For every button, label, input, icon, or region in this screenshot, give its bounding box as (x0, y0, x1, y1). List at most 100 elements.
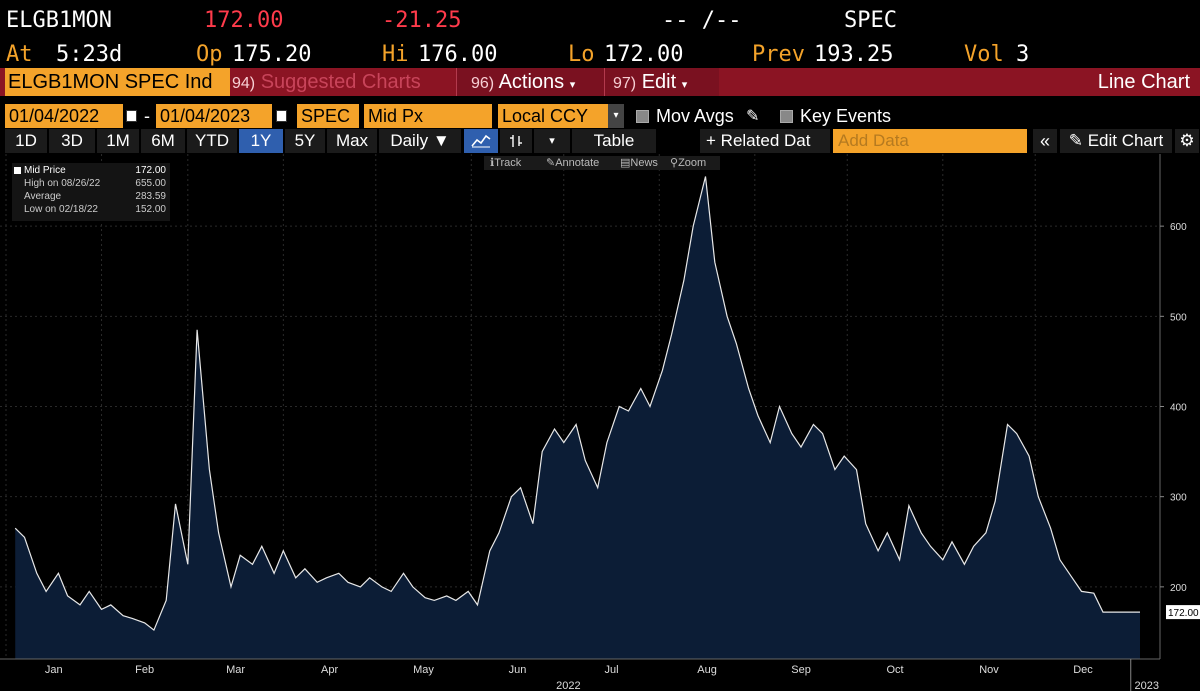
start-date-field[interactable]: 01/04/2022 (5, 104, 123, 128)
net-change: -21.25 (382, 8, 462, 33)
y-tick-label: 400 (1170, 403, 1187, 414)
range-5y[interactable]: 5Y (285, 129, 325, 153)
chevron-down-icon: ▾ (569, 79, 576, 91)
key-events-label: Key Events (800, 106, 892, 126)
mov-avgs-label: Mov Avgs (656, 106, 734, 126)
price-chart[interactable]: 200 300 400 500 600 172.00 Jan Feb Mar Apr May Jun… (0, 154, 1200, 691)
bid-ask: -- /-- (662, 8, 742, 33)
frequency-selector[interactable]: Daily ▼ (379, 129, 461, 153)
chevron-down-icon[interactable]: ▾ (534, 129, 570, 153)
mov-avgs-checkbox[interactable] (636, 110, 649, 123)
bar-chart-icon[interactable] (500, 129, 532, 153)
chart-series (14, 176, 1141, 659)
y-tick-label: 600 (1170, 222, 1187, 233)
quote-line-2: At 5:23d Op 175.20 Hi 176.00 Lo 172.00 P… (0, 36, 1200, 68)
quote-line-1: ELGB1MON 172.00 -21.25 -- /-- SPEC (0, 2, 1200, 34)
triangle-down-icon: ▼ (432, 131, 450, 150)
key-events-checkbox[interactable] (780, 110, 793, 123)
range-1d[interactable]: 1D (5, 129, 47, 153)
low-label: Lo (568, 42, 595, 67)
x-tick-label: Nov (979, 664, 999, 676)
open-label: Op (196, 42, 223, 67)
prev-label: Prev (752, 42, 805, 67)
security-field[interactable]: ELGB1MON SPEC Ind (5, 68, 230, 96)
edit-chart-label: Edit Chart (1087, 131, 1164, 150)
x-tick-label: Jun (509, 664, 527, 676)
legend-title-value: 172.00 (135, 165, 166, 176)
x-tick-label: Aug (697, 664, 717, 676)
open-value: 175.20 (232, 42, 312, 67)
last-value-box (1166, 605, 1200, 620)
source-field[interactable]: SPEC (297, 104, 359, 128)
zoom-button[interactable]: ⚲ Zoom (670, 157, 707, 169)
pencil-icon: ✎ (1068, 131, 1083, 150)
legend-row-mid: Mid Price 172.00 (12, 165, 170, 178)
gear-icon[interactable]: ⚙ (1175, 129, 1199, 153)
track-button[interactable]: ℹ Track (490, 157, 522, 169)
edit-menu[interactable]: 97) Edit ▾ (604, 68, 719, 96)
news-label: News (630, 157, 658, 169)
series-area (15, 176, 1141, 659)
pricing-source: SPEC (844, 8, 897, 33)
related-data-button[interactable]: + Related Dat (700, 129, 830, 153)
suggested-num: 94) (232, 75, 256, 92)
x-axis: Jan Feb Mar Apr May Jun Jul Aug Sep Oct Nov Dec 2022… (0, 658, 1160, 691)
volume-value: 3 (1016, 42, 1030, 67)
pencil-icon[interactable]: ✎ (746, 108, 760, 125)
legend-row-avg: Average 283.59 (12, 191, 170, 204)
field-selector[interactable]: Mid Px (364, 104, 492, 128)
volume-label: Vol (964, 42, 1004, 67)
last-value-label: 172.00 (1168, 608, 1199, 619)
news-button[interactable]: ▤ News (620, 157, 658, 169)
add-data-input[interactable]: Add Data (833, 129, 1027, 153)
collapse-icon[interactable]: « (1033, 129, 1057, 153)
annotate-button[interactable]: ✎ Annotate (546, 157, 600, 169)
last-price: 172.00 (204, 8, 284, 33)
chevron-down-icon[interactable]: ▾ (608, 104, 624, 128)
chart-legend: Mid Price 172.00 High on 08/26/22 655.00… (12, 163, 170, 221)
high-label: Hi (382, 42, 409, 67)
calendar-icon[interactable] (126, 110, 137, 122)
x-tick-label: Mar (226, 664, 245, 676)
frequency-label: Daily (390, 131, 429, 150)
chevron-down-icon: ▾ (681, 79, 688, 91)
function-bar: ELGB1MON SPEC Ind 94) Suggested Charts 9… (0, 68, 1200, 96)
date-separator: - (144, 106, 150, 126)
range-1m[interactable]: 1M (97, 129, 139, 153)
y-axis: 200 300 400 500 600 172.00 (1159, 154, 1200, 659)
actions-menu[interactable]: 96) Actions ▾ (456, 68, 617, 96)
x-tick-label: Apr (321, 664, 338, 676)
x-tick-label: May (413, 664, 434, 676)
range-max[interactable]: Max (327, 129, 377, 153)
y-tick-label: 300 (1170, 493, 1187, 504)
x-tick-label: Oct (886, 664, 903, 676)
chart-type-title: Line Chart (1097, 71, 1190, 93)
suggested-charts-menu[interactable]: 94) Suggested Charts (232, 68, 454, 96)
range-3d[interactable]: 3D (49, 129, 95, 153)
year-label: 2022 (556, 680, 580, 691)
year-label: 2023 (1135, 680, 1159, 691)
track-label: Track (494, 157, 522, 169)
edit-chart-button[interactable]: ✎ Edit Chart (1060, 129, 1172, 153)
legend-avg-value: 283.59 (135, 191, 166, 202)
range-toolbar: 1D 3D 1M 6M YTD 1Y 5Y Max Daily ▼ ▾ Tabl… (0, 129, 1200, 153)
prev-value: 193.25 (814, 42, 894, 67)
legend-high-label: High on 08/26/22 (24, 178, 101, 189)
table-button[interactable]: Table (572, 129, 656, 153)
x-tick-label: Jan (45, 664, 63, 676)
end-date-field[interactable]: 01/04/2023 (156, 104, 272, 128)
chart-mini-toolbar: ℹ Track ✎ Annotate ▤ News ⚲ Zoom (484, 156, 720, 170)
legend-row-low: Low on 02/18/22 152.00 (12, 204, 170, 217)
range-6m[interactable]: 6M (141, 129, 185, 153)
actions-label: Actions (498, 71, 565, 93)
edit-num: 97) (613, 75, 637, 92)
legend-swatch (14, 167, 21, 174)
at-value: 5:23d (56, 42, 123, 67)
line-chart-icon[interactable] (464, 129, 498, 153)
calendar-icon[interactable] (276, 110, 287, 122)
currency-selector[interactable]: Local CCY (498, 104, 608, 128)
legend-title: Mid Price (24, 165, 66, 176)
range-1y[interactable]: 1Y (239, 129, 283, 153)
y-tick-label: 500 (1170, 312, 1187, 323)
range-ytd[interactable]: YTD (187, 129, 237, 153)
